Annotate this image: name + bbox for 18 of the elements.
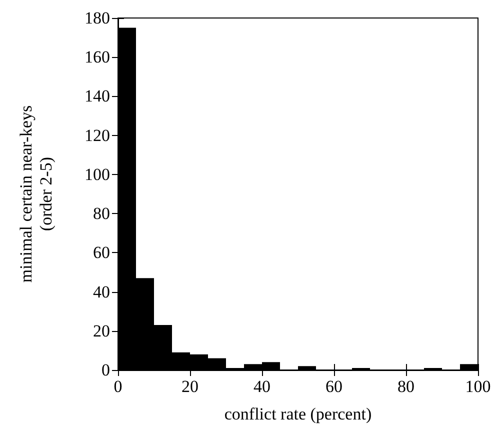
y-tick-label: 140 — [84, 86, 110, 106]
x-tick-label: 40 — [254, 377, 270, 396]
y-tick-label: 100 — [84, 164, 110, 184]
y-axis-title: minimal certain near-keys (order 2-5) — [16, 105, 56, 283]
x-tick-label: 60 — [326, 377, 342, 396]
y-tick-label: 160 — [84, 48, 110, 67]
x-tick-label: 100 — [465, 377, 491, 396]
x-tick-label: 80 — [398, 377, 414, 396]
y-tick-label: 80 — [93, 204, 110, 224]
y-tick-label: 40 — [93, 282, 110, 302]
y-tick-label: 0 — [102, 360, 110, 380]
x-tick-label: 0 — [114, 377, 122, 396]
x-axis-title: conflict rate (percent) — [224, 404, 372, 424]
y-tick-label: 20 — [93, 321, 110, 340]
y-tick-label: 120 — [84, 126, 110, 145]
y-tick-label: 60 — [93, 243, 110, 262]
x-tick-label: 20 — [182, 377, 198, 396]
y-tick-label: 180 — [84, 8, 110, 28]
